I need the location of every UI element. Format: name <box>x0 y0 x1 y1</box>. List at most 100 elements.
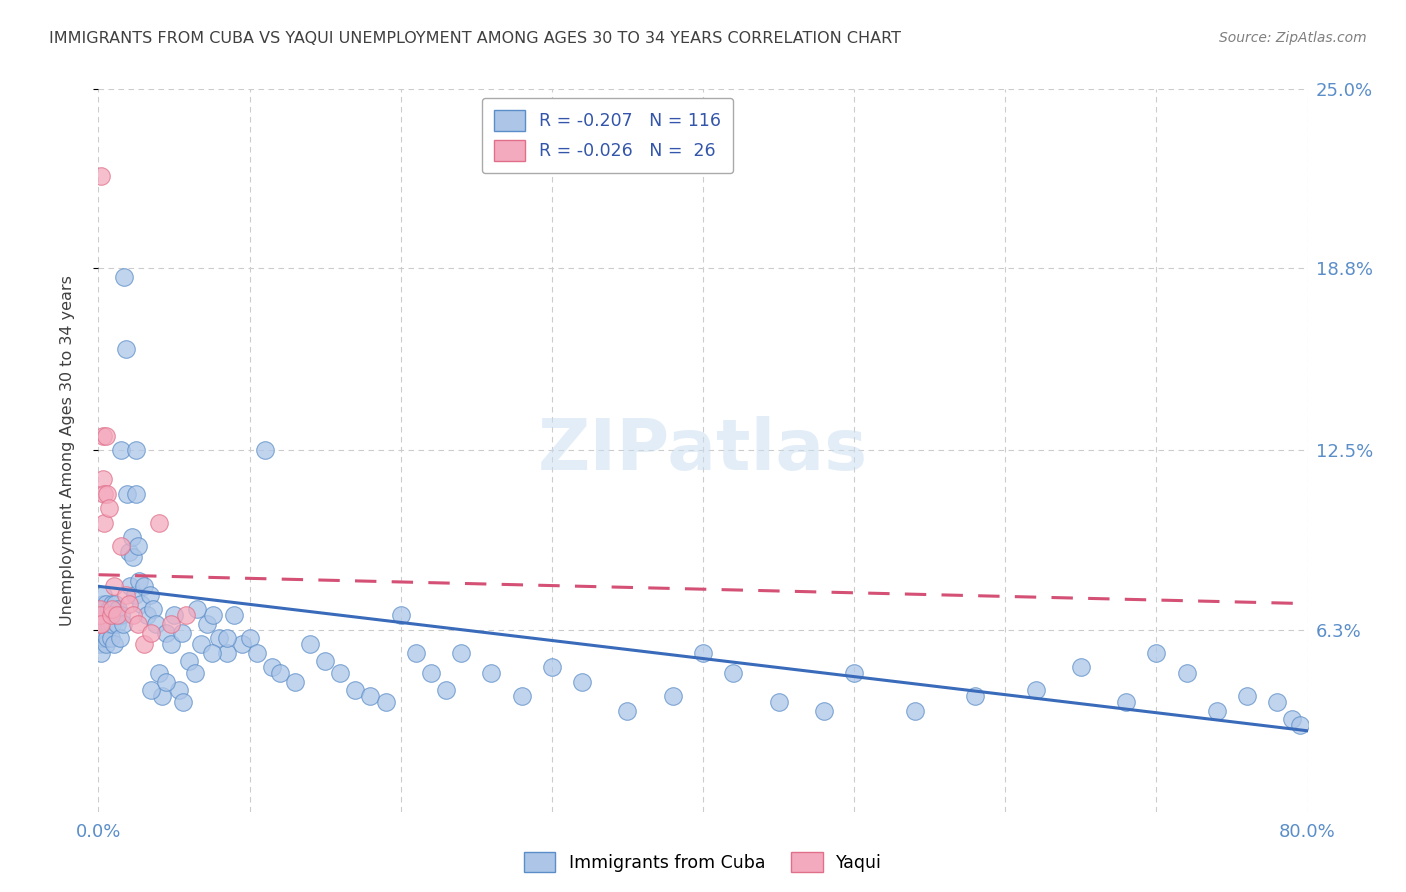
Point <box>105 608 128 623</box>
Point <box>172 695 194 709</box>
Point <box>253 443 276 458</box>
Point <box>118 544 141 558</box>
Point <box>124 588 146 602</box>
Point <box>94 608 117 623</box>
Text: Source: ZipAtlas.com: Source: ZipAtlas.com <box>1219 31 1367 45</box>
Point <box>150 689 173 703</box>
Point <box>114 588 136 602</box>
Point <box>128 574 150 588</box>
Point <box>450 646 472 660</box>
Point <box>125 487 148 501</box>
Point <box>723 665 745 680</box>
Point <box>141 683 163 698</box>
Point <box>108 632 131 646</box>
Point <box>1070 660 1092 674</box>
Point <box>89 608 111 623</box>
Point <box>96 632 118 646</box>
Point <box>1115 695 1137 709</box>
Point <box>155 625 177 640</box>
Point <box>98 602 121 616</box>
Point <box>125 443 148 458</box>
Point <box>107 602 129 616</box>
Point <box>155 674 177 689</box>
Point <box>104 597 127 611</box>
Point <box>1206 704 1229 718</box>
Point <box>135 608 157 623</box>
Point <box>145 616 167 631</box>
Point <box>90 169 112 183</box>
Point <box>100 608 122 623</box>
Point <box>174 608 197 623</box>
Legend: Immigrants from Cuba, Yaqui: Immigrants from Cuba, Yaqui <box>517 845 889 879</box>
Legend: R = -0.207   N = 116, R = -0.026   N =  26: R = -0.207 N = 116, R = -0.026 N = 26 <box>482 98 734 173</box>
Point <box>813 704 835 718</box>
Point <box>91 632 114 646</box>
Point <box>1281 712 1303 726</box>
Point <box>142 602 165 616</box>
Point <box>844 665 866 680</box>
Text: ZIPatlas: ZIPatlas <box>538 416 868 485</box>
Point <box>904 704 927 718</box>
Point <box>1024 683 1046 698</box>
Point <box>89 616 111 631</box>
Point <box>101 597 124 611</box>
Point <box>105 616 128 631</box>
Point <box>692 646 714 660</box>
Point <box>208 632 231 646</box>
Point <box>184 665 207 680</box>
Point <box>231 637 253 651</box>
Point <box>186 602 208 616</box>
Point <box>122 608 145 623</box>
Point <box>768 695 790 709</box>
Point <box>1175 665 1198 680</box>
Point <box>510 689 533 703</box>
Point <box>1236 689 1258 703</box>
Point <box>616 704 638 718</box>
Point <box>100 608 122 623</box>
Point <box>90 616 112 631</box>
Point <box>91 429 114 443</box>
Point <box>170 625 193 640</box>
Point <box>127 539 149 553</box>
Point <box>201 646 224 660</box>
Point <box>122 550 145 565</box>
Text: IMMIGRANTS FROM CUBA VS YAQUI UNEMPLOYMENT AMONG AGES 30 TO 34 YEARS CORRELATION: IMMIGRANTS FROM CUBA VS YAQUI UNEMPLOYME… <box>49 31 901 46</box>
Point <box>110 539 132 553</box>
Point <box>269 665 291 680</box>
Point <box>94 597 117 611</box>
Point <box>160 637 183 651</box>
Point <box>101 616 124 631</box>
Point <box>114 343 136 357</box>
Point <box>179 655 201 669</box>
Point <box>103 579 125 593</box>
Point <box>239 632 262 646</box>
Point <box>96 487 118 501</box>
Point <box>1144 646 1167 660</box>
Point <box>215 632 238 646</box>
Point <box>129 597 152 611</box>
Point <box>167 683 190 698</box>
Point <box>120 579 142 593</box>
Point <box>90 602 112 616</box>
Point <box>148 516 170 530</box>
Point <box>90 646 112 660</box>
Point <box>91 608 114 623</box>
Point <box>360 689 382 703</box>
Point <box>481 665 503 680</box>
Point <box>93 487 115 501</box>
Point <box>540 660 562 674</box>
Point <box>215 646 238 660</box>
Point <box>195 616 218 631</box>
Point <box>661 689 683 703</box>
Point <box>299 637 322 651</box>
Point <box>127 616 149 631</box>
Y-axis label: Unemployment Among Ages 30 to 34 years: Unemployment Among Ages 30 to 34 years <box>60 275 75 626</box>
Point <box>89 602 111 616</box>
Point <box>110 443 132 458</box>
Point <box>374 695 396 709</box>
Point <box>139 588 162 602</box>
Point <box>111 616 134 631</box>
Point <box>89 608 111 623</box>
Point <box>132 637 155 651</box>
Point <box>91 472 114 486</box>
